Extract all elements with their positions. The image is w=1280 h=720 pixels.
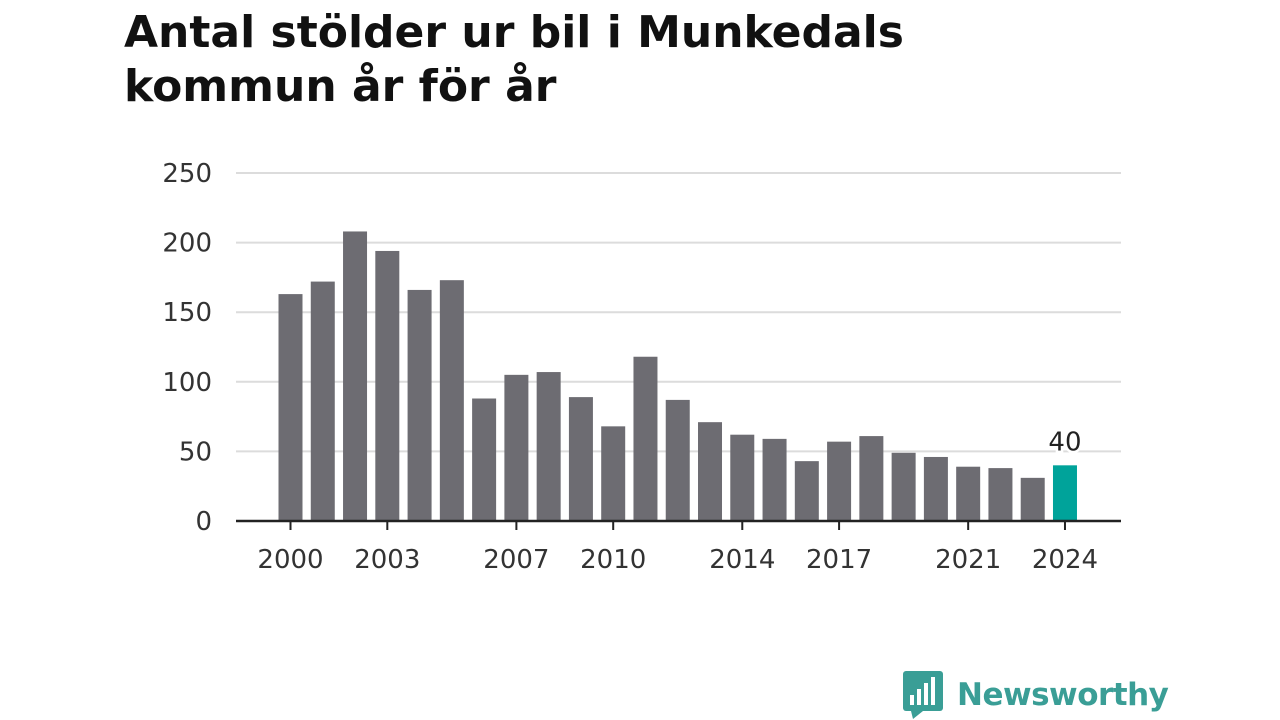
- data-label-2024: 40: [1048, 427, 1081, 457]
- bar-2002: [343, 231, 368, 521]
- annotations: 40: [1046, 425, 1084, 460]
- brand-name: Newsworthy: [957, 677, 1169, 713]
- bar-2014: [730, 434, 755, 521]
- x-tick-label: 2017: [806, 545, 872, 575]
- bar-2004: [407, 289, 432, 521]
- bar-2011: [633, 356, 658, 521]
- bar-2017: [827, 441, 852, 521]
- bar-2013: [698, 422, 723, 521]
- bar-chart: 0 50 100 150 200 250 2000 2003 2007 2010 2014 2017…: [162, 159, 1121, 575]
- y-tick-label: 0: [195, 507, 212, 537]
- bar-2023: [1020, 477, 1045, 521]
- bar-2000: [278, 294, 303, 521]
- x-axis-labels: 2000 2003 2007 2010 2014 2017 2021 2024: [257, 545, 1098, 575]
- bar-2021: [956, 466, 981, 521]
- x-tick-label: 2000: [257, 545, 323, 575]
- newsworthy-logo-icon: [903, 671, 943, 719]
- y-tick-label: 100: [162, 368, 212, 398]
- x-tick-label: 2010: [580, 545, 646, 575]
- y-axis-labels: 0 50 100 150 200 250: [162, 159, 212, 537]
- x-tick-label: 2021: [935, 545, 1001, 575]
- bar-2012: [665, 399, 690, 521]
- bar-2018: [859, 436, 884, 521]
- bar-2007: [504, 374, 529, 521]
- bar-2016: [794, 461, 819, 521]
- y-tick-label: 200: [162, 229, 212, 259]
- y-tick-label: 50: [179, 437, 212, 467]
- bar-2022: [988, 468, 1013, 521]
- bar-2009: [568, 397, 593, 521]
- bar-2003: [375, 250, 400, 521]
- page-title: Antal stölder ur bil i Munkedals kommun …: [124, 7, 904, 112]
- bar-2019: [891, 452, 916, 521]
- bar-2015: [762, 438, 787, 521]
- x-axis: [236, 519, 1121, 530]
- bar-2001: [310, 281, 335, 521]
- bar-2006: [472, 398, 497, 521]
- x-tick-label: 2014: [709, 545, 775, 575]
- bar-2010: [601, 426, 626, 521]
- bar-2005: [439, 280, 464, 521]
- y-tick-label: 250: [162, 159, 212, 189]
- y-tick-label: 150: [162, 298, 212, 328]
- x-tick-label: 2007: [483, 545, 549, 575]
- bar-2024: [1052, 465, 1077, 521]
- x-tick-label: 2003: [354, 545, 420, 575]
- x-tick-label: 2024: [1032, 545, 1098, 575]
- bars: [278, 231, 1077, 521]
- brand-logo: Newsworthy: [903, 670, 1169, 720]
- bar-2020: [923, 456, 948, 521]
- bar-2008: [536, 372, 561, 521]
